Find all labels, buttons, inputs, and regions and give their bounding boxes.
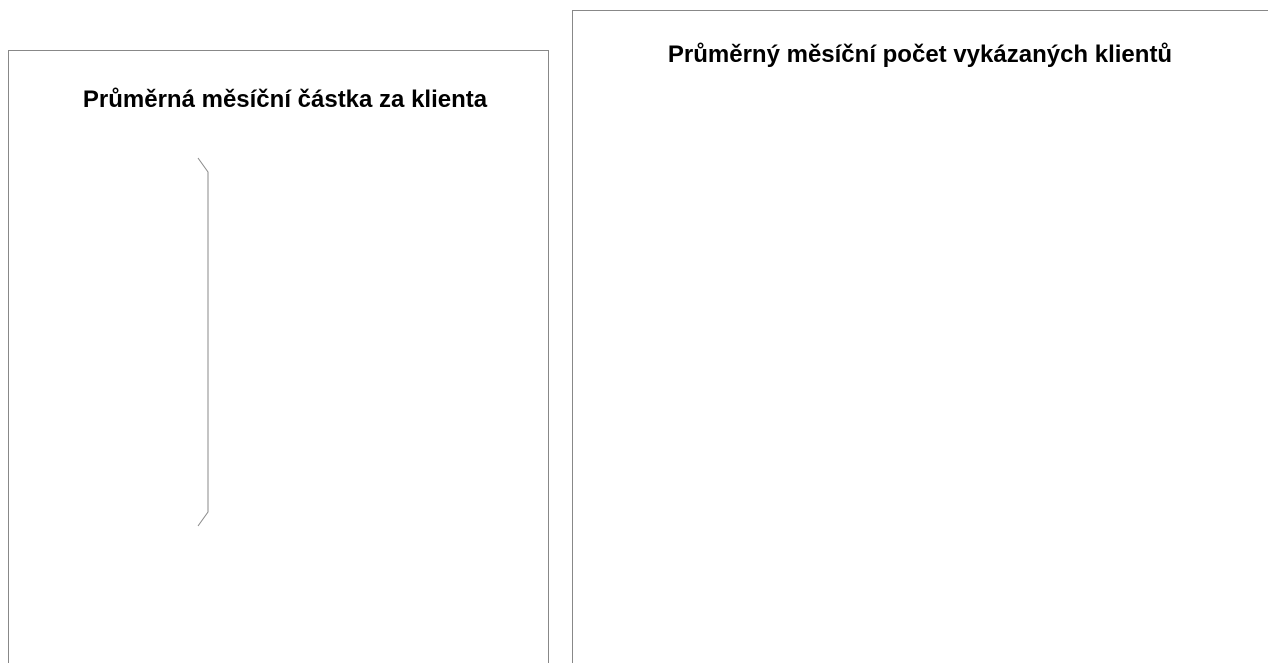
- left-panel: [8, 50, 549, 663]
- right-panel: [572, 10, 1268, 663]
- chart-title: Průměrná měsíční částka za klienta: [82, 86, 488, 113]
- wall: [197, 157, 209, 527]
- chart-title: Průměrný měsíční počet vykázaných klient…: [667, 41, 1173, 68]
